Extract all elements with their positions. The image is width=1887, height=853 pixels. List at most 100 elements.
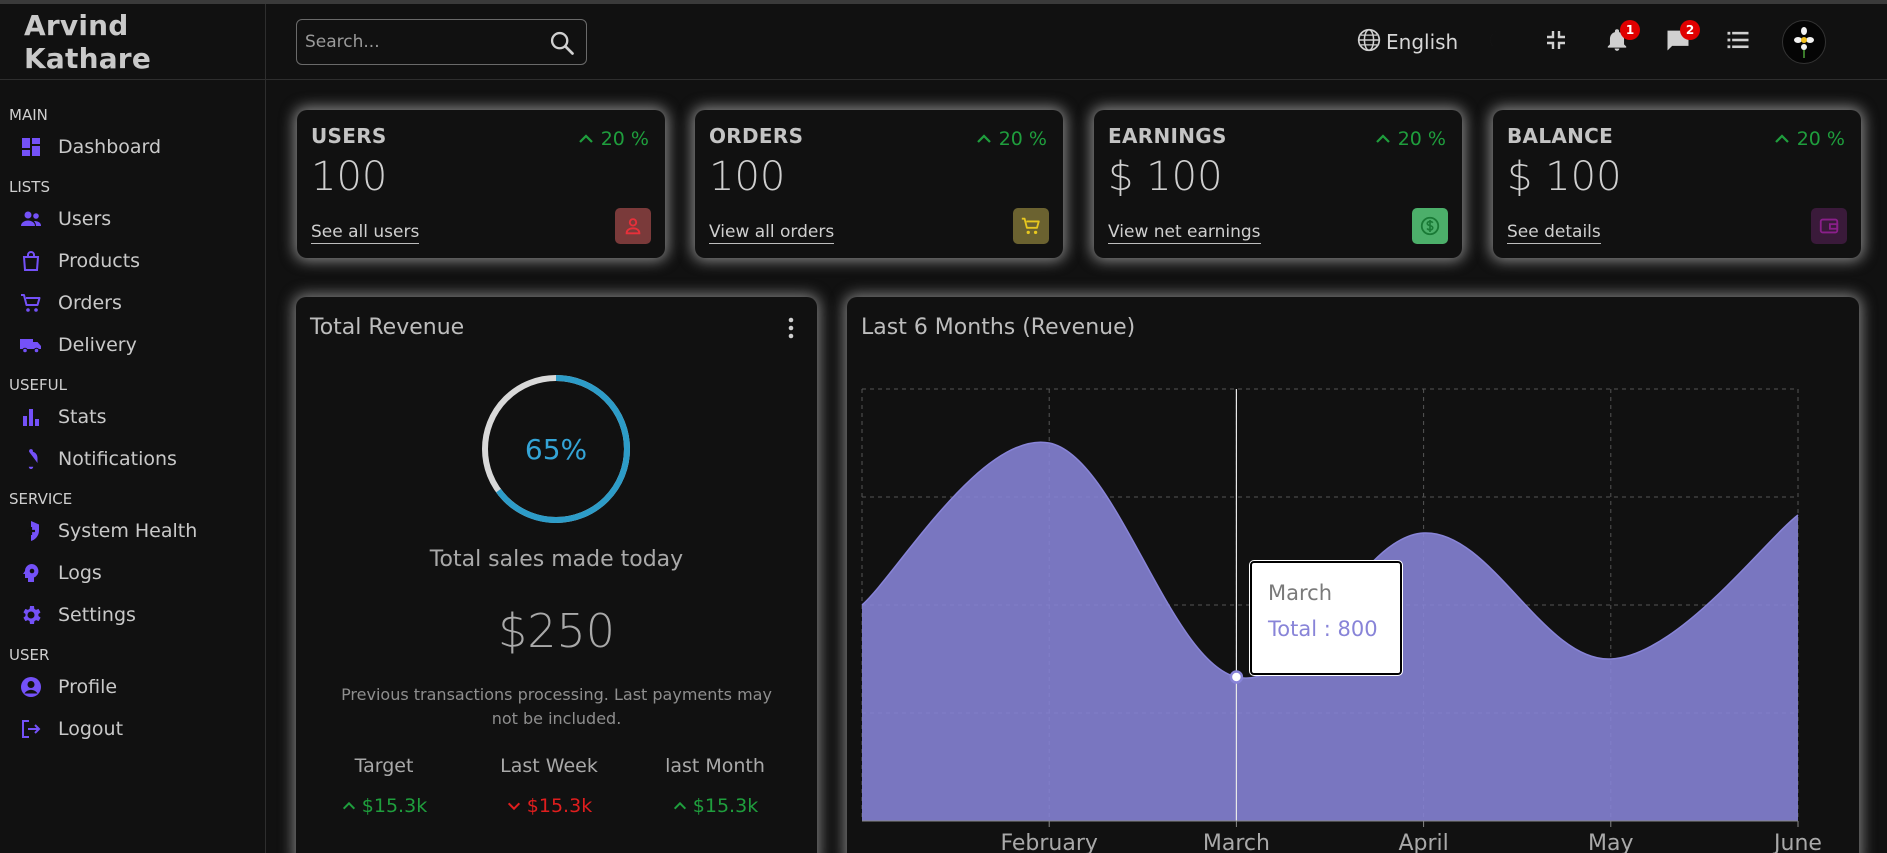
more-vert-icon[interactable] xyxy=(787,317,795,343)
widget-balance: BALANCE 20 % $ 100 See details xyxy=(1493,110,1861,258)
language-selector[interactable]: English xyxy=(1356,4,1458,80)
widget-value: $ 100 xyxy=(1108,154,1223,200)
chart-title: Last 6 Months (Revenue) xyxy=(861,315,1136,340)
sidebar-item-orders[interactable]: Orders xyxy=(0,282,265,324)
sidebar-item-users[interactable]: Users xyxy=(0,198,265,240)
revenue-stat: last Month $15.3k xyxy=(630,755,800,817)
sidebar-item-label: Delivery xyxy=(58,334,137,356)
chevron-up-icon xyxy=(1375,134,1390,143)
sidebar-item-profile[interactable]: Profile xyxy=(0,666,265,708)
notifications-badge: 1 xyxy=(1620,20,1640,40)
x-axis-tick-label: February xyxy=(1000,831,1098,853)
shield-icon xyxy=(19,519,43,543)
revenue-stat-value: $15.3k xyxy=(526,795,593,817)
widget-value: 100 xyxy=(311,154,388,200)
chevron-up-icon xyxy=(1774,134,1789,143)
dark-mode-toggle[interactable] xyxy=(1484,4,1510,80)
fullscreen-exit-button[interactable] xyxy=(1544,4,1568,80)
revenue-stat-value-row: $15.3k xyxy=(464,795,634,817)
revenue-stat: Last Week $15.3k xyxy=(464,755,634,817)
topbar: English 1 2 xyxy=(266,4,1887,80)
cart-icon xyxy=(1013,208,1049,244)
list-icon xyxy=(1724,26,1752,58)
sidebar-item-label: Users xyxy=(58,208,112,230)
search-input[interactable] xyxy=(305,32,545,52)
widget-link[interactable]: View net earnings xyxy=(1108,222,1261,244)
brand-logo[interactable]: Arvind Kathare xyxy=(0,4,265,80)
revenue-progress-ring xyxy=(482,375,630,523)
widget-value: 100 xyxy=(709,154,786,200)
sidebar-item-stats[interactable]: Stats xyxy=(0,396,265,438)
sidebar-item-label: Dashboard xyxy=(58,136,162,158)
revenue-stat-value-row: $15.3k xyxy=(630,795,800,817)
progress-ring-fill xyxy=(482,375,630,523)
gear-icon xyxy=(19,603,43,627)
x-axis-tick-label: June xyxy=(1772,831,1822,853)
widget-percentage: 20 % xyxy=(1374,128,1446,150)
products-icon xyxy=(19,249,43,273)
sidebar-item-logout[interactable]: Logout xyxy=(0,708,265,750)
sidebar-item-delivery[interactable]: Delivery xyxy=(0,324,265,366)
widget-orders: ORDERS 20 % 100 View all orders xyxy=(695,110,1063,258)
revenue-chart-card: Last 6 Months (Revenue) February March Apr… xyxy=(847,297,1859,853)
top-border xyxy=(0,0,1887,4)
flower-icon xyxy=(1794,27,1814,58)
widget-title: BALANCE xyxy=(1507,124,1614,148)
widget-value: $ 100 xyxy=(1507,154,1622,200)
revenue-stat-label: Last Week xyxy=(500,755,598,777)
widget-link[interactable]: See all users xyxy=(311,222,420,244)
sidebar-item-notifications[interactable]: Notifications xyxy=(0,438,265,480)
dashboard-icon xyxy=(19,135,43,159)
widget-title: USERS xyxy=(311,124,387,148)
tooltip-value: Total : 800 xyxy=(1268,617,1378,641)
list-menu-button[interactable] xyxy=(1724,4,1752,80)
users-icon xyxy=(19,207,43,231)
notifications-button[interactable]: 1 xyxy=(1604,4,1640,80)
truck-icon xyxy=(19,333,43,357)
sidebar-item-logs[interactable]: Logs xyxy=(0,552,265,594)
revenue-stat-label: Target xyxy=(354,755,414,777)
widget-title: ORDERS xyxy=(709,124,804,148)
globe-icon xyxy=(1356,27,1382,57)
bell-icon xyxy=(19,447,43,471)
sidebar-nav: MAIN Dashboard LISTS Users Products Orders Del… xyxy=(0,80,265,750)
progress-label: 65% xyxy=(524,432,588,466)
widget-percentage-value: 20 % xyxy=(1397,128,1446,150)
active-data-point[interactable] xyxy=(1229,670,1244,684)
widget-link[interactable]: See details xyxy=(1507,222,1601,244)
sidebar-item-system-health[interactable]: System Health xyxy=(0,510,265,552)
user-avatar[interactable] xyxy=(1782,4,1826,80)
messages-button[interactable]: 2 xyxy=(1664,4,1700,80)
search-icon[interactable] xyxy=(548,29,576,61)
fullscreen-exit-icon xyxy=(1544,28,1568,56)
revenue-subtitle: Total sales made today xyxy=(429,547,684,572)
x-axis-tick-label: May xyxy=(1588,831,1633,853)
sidebar-item-dashboard[interactable]: Dashboard xyxy=(0,126,265,168)
widget-percentage-value: 20 % xyxy=(998,128,1047,150)
logout-icon xyxy=(19,717,43,741)
sidebar-item-label: Logs xyxy=(58,562,102,584)
wallet-icon xyxy=(1811,208,1847,244)
widget-percentage: 20 % xyxy=(577,128,649,150)
sidebar-item-products[interactable]: Products xyxy=(0,240,265,282)
widget-title: EARNINGS xyxy=(1108,124,1227,148)
widget-users: USERS 20 % 100 See all users xyxy=(297,110,665,258)
chevron-up-icon xyxy=(342,801,355,810)
person-icon xyxy=(615,208,651,244)
cart-icon xyxy=(19,291,43,315)
widget-link[interactable]: View all orders xyxy=(709,222,835,244)
chevron-down-icon xyxy=(507,802,520,811)
widget-percentage: 20 % xyxy=(1773,128,1845,150)
sidebar-item-label: Settings xyxy=(58,604,136,626)
x-axis-tick-label: March xyxy=(1203,831,1270,853)
sidebar-item-settings[interactable]: Settings xyxy=(0,594,265,636)
messages-badge: 2 xyxy=(1680,20,1700,40)
psychology-icon xyxy=(19,561,43,585)
sidebar: Arvind Kathare MAIN Dashboard LISTS Users Pr… xyxy=(0,4,266,853)
bar-chart-icon xyxy=(19,405,43,429)
chevron-up-icon xyxy=(976,134,991,143)
revenue-stat-value: $15.3k xyxy=(361,795,428,817)
revenue-stat-label: last Month xyxy=(665,755,765,777)
account-circle-icon xyxy=(19,675,43,699)
sidebar-section-title: MAIN xyxy=(9,106,48,124)
